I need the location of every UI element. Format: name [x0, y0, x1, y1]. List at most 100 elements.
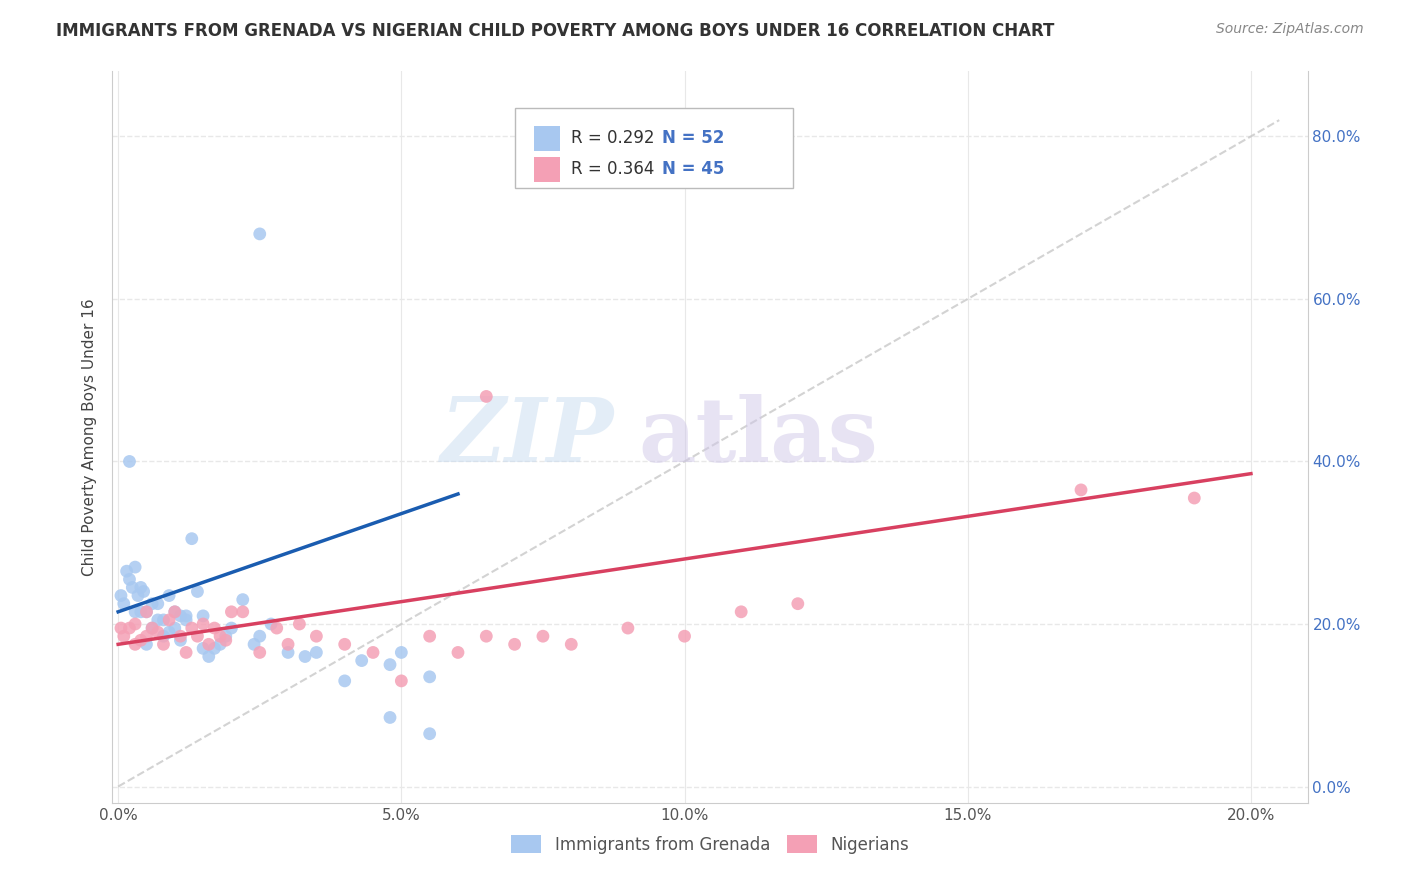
Point	[260, 617, 283, 632]
Point	[127, 589, 149, 603]
Point	[197, 637, 219, 651]
Point	[152, 637, 174, 651]
Point	[135, 629, 157, 643]
Point	[186, 629, 208, 643]
Point	[118, 621, 141, 635]
Point	[277, 637, 299, 651]
Point	[786, 597, 808, 611]
Point	[163, 605, 186, 619]
Point	[121, 581, 143, 595]
Point	[305, 629, 328, 643]
Point	[169, 629, 191, 643]
Point	[141, 621, 163, 635]
Point	[503, 637, 526, 651]
Point	[146, 597, 169, 611]
Point	[163, 605, 186, 619]
Point	[419, 670, 441, 684]
Point	[163, 621, 186, 635]
Point	[141, 621, 163, 635]
Point	[215, 629, 238, 643]
Point	[110, 621, 132, 635]
Point	[110, 589, 132, 603]
Point	[180, 621, 202, 635]
Point	[124, 637, 146, 651]
Legend: Immigrants from Grenada, Nigerians: Immigrants from Grenada, Nigerians	[505, 829, 915, 860]
Point	[124, 605, 146, 619]
Point	[129, 605, 152, 619]
Text: R = 0.364: R = 0.364	[571, 161, 654, 178]
Point	[118, 572, 141, 586]
Point	[475, 389, 498, 403]
Point	[152, 613, 174, 627]
Point	[294, 649, 316, 664]
Point	[673, 629, 696, 643]
Point	[141, 597, 163, 611]
Point	[112, 629, 135, 643]
Point	[232, 592, 254, 607]
Point	[180, 532, 202, 546]
Point	[129, 581, 152, 595]
Point	[174, 645, 197, 659]
Point	[174, 613, 197, 627]
Point	[249, 629, 271, 643]
Point	[112, 597, 135, 611]
Point	[617, 621, 640, 635]
Point	[389, 673, 412, 688]
Point	[447, 645, 470, 659]
Point	[221, 605, 243, 619]
Point	[157, 589, 180, 603]
Point	[124, 560, 146, 574]
Point	[232, 605, 254, 619]
Point	[191, 641, 214, 656]
Point	[135, 605, 157, 619]
Point	[169, 633, 191, 648]
Text: ZIP: ZIP	[441, 394, 614, 480]
Point	[204, 621, 226, 635]
Point	[1070, 483, 1092, 497]
Point	[378, 657, 401, 672]
Point	[132, 584, 155, 599]
Point	[221, 621, 243, 635]
Point	[157, 613, 180, 627]
Point	[152, 629, 174, 643]
Point	[249, 227, 271, 241]
Point	[135, 637, 157, 651]
Text: Source: ZipAtlas.com: Source: ZipAtlas.com	[1216, 22, 1364, 37]
Point	[378, 710, 401, 724]
Point	[350, 654, 373, 668]
Text: R = 0.292: R = 0.292	[571, 129, 654, 147]
Point	[197, 649, 219, 664]
Point	[169, 608, 191, 623]
Point	[305, 645, 328, 659]
Point	[209, 629, 232, 643]
Point	[174, 608, 197, 623]
Point	[124, 617, 146, 632]
Point	[249, 645, 271, 659]
Text: N = 52: N = 52	[662, 129, 724, 147]
Point	[333, 673, 356, 688]
Point	[115, 564, 138, 578]
Point	[277, 645, 299, 659]
Point	[186, 584, 208, 599]
Point	[157, 625, 180, 640]
Point	[419, 727, 441, 741]
Text: atlas: atlas	[638, 393, 879, 481]
Point	[531, 629, 554, 643]
Point	[243, 637, 266, 651]
Y-axis label: Child Poverty Among Boys Under 16: Child Poverty Among Boys Under 16	[82, 298, 97, 576]
Point	[209, 637, 232, 651]
Point	[560, 637, 582, 651]
Point	[215, 633, 238, 648]
Point	[118, 454, 141, 468]
Point	[1182, 491, 1205, 505]
Point	[146, 625, 169, 640]
Text: IMMIGRANTS FROM GRENADA VS NIGERIAN CHILD POVERTY AMONG BOYS UNDER 16 CORRELATIO: IMMIGRANTS FROM GRENADA VS NIGERIAN CHIL…	[56, 22, 1054, 40]
Point	[419, 629, 441, 643]
Point	[266, 621, 288, 635]
Point	[135, 605, 157, 619]
Text: N = 45: N = 45	[662, 161, 724, 178]
Point	[146, 613, 169, 627]
Point	[475, 629, 498, 643]
Point	[129, 633, 152, 648]
Point	[204, 641, 226, 656]
